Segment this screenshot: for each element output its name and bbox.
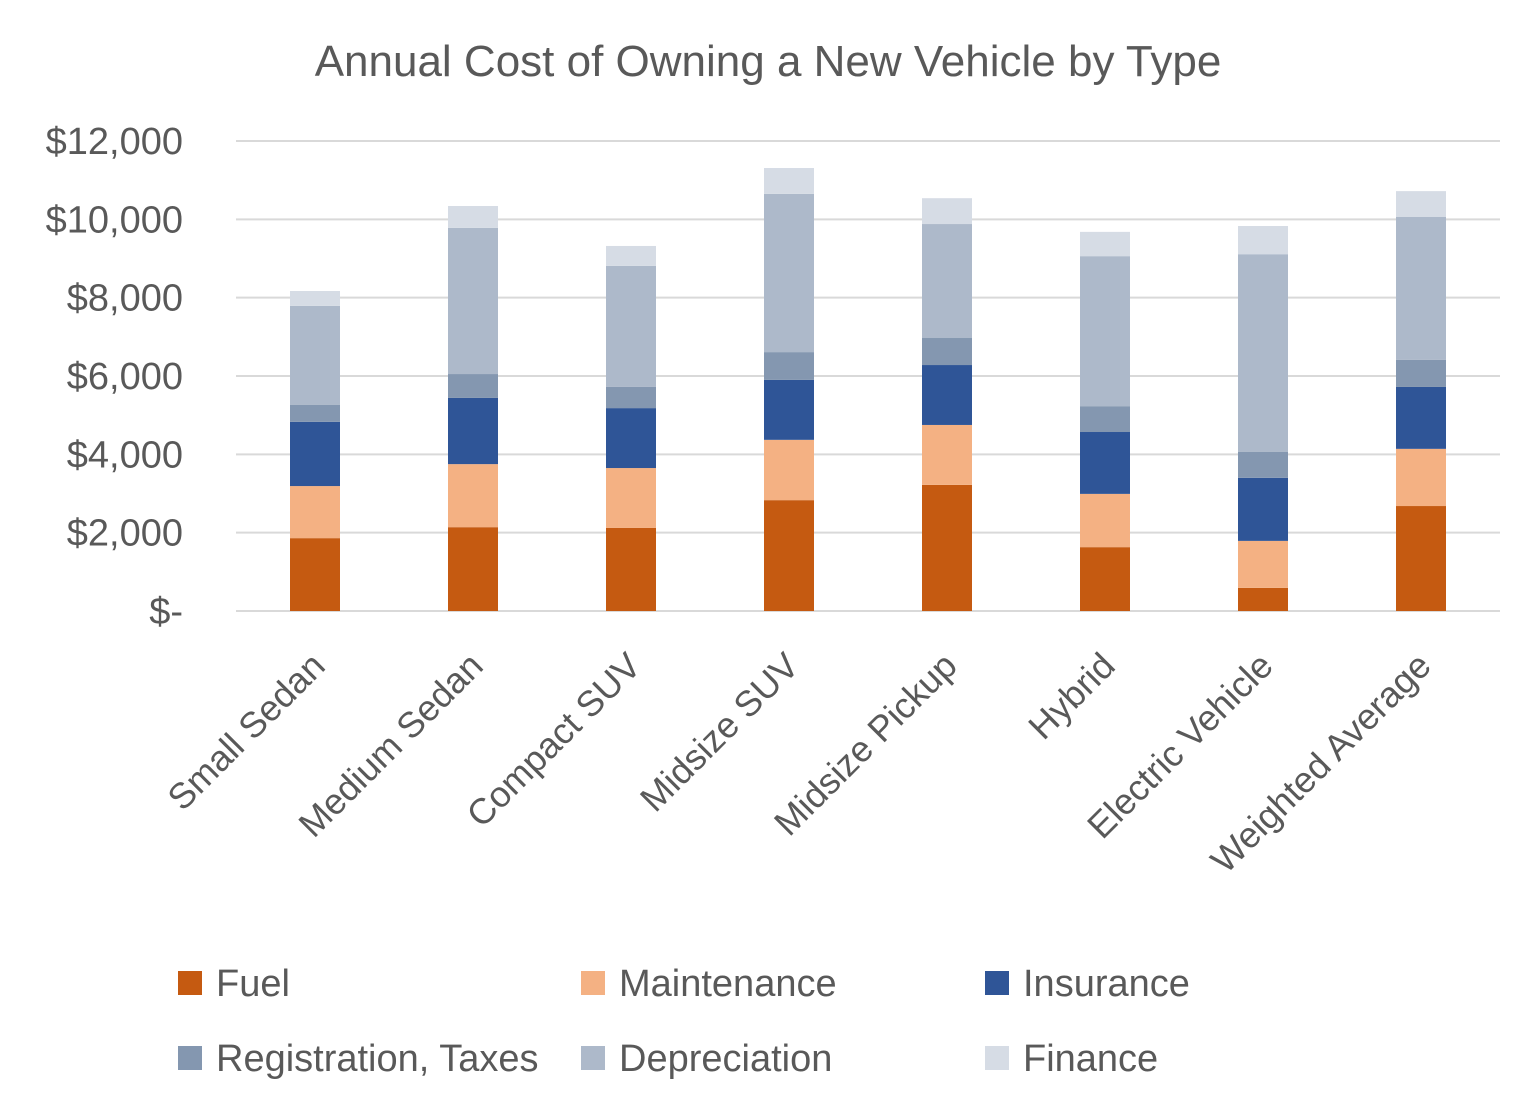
chart-title: Annual Cost of Owning a New Vehicle by T… [315,37,1222,86]
bar-segment [922,198,972,225]
bar-segment [1238,451,1288,478]
legend-label: Registration, Taxes [216,1038,538,1080]
y-tick-label: $10,000 [46,199,183,241]
y-tick-label: $- [149,591,183,633]
y-tick-label: $8,000 [67,278,183,320]
bar-segment [1238,225,1288,255]
legend-item: Fuel [178,963,290,1005]
bar-segment [1396,359,1446,387]
legend-swatch [178,1046,202,1070]
bar-segment [290,538,340,611]
bar-segment [1396,386,1446,449]
bar-segment [922,424,972,485]
bar-segment [290,404,340,422]
legend-item: Registration, Taxes [178,1038,538,1080]
bar-segment [1080,432,1130,494]
bar-segment [1080,493,1130,548]
bar-segment [448,227,498,375]
bar-segment [606,527,656,611]
bar-segment [290,305,340,405]
bar-segment [1238,477,1288,541]
bar-segment [290,291,340,306]
bar-segment [1080,406,1130,433]
bar-segment [1238,254,1288,452]
bar-segment [764,193,814,353]
y-tick-label: $4,000 [67,434,183,476]
bar-segment [290,486,340,539]
bar-segment [1080,256,1130,407]
bar-segment [1396,216,1446,360]
bar-segment [1080,547,1130,611]
bar-segment [448,464,498,528]
bar-segment [448,206,498,228]
y-tick-label: $12,000 [46,121,183,163]
bar-segment [764,352,814,380]
bar-segment [606,245,656,266]
x-tick-label: Small Sedan [159,645,332,818]
bar-segment [922,484,972,611]
bar-segment [922,365,972,425]
x-tick-label: Midsize SUV [632,645,807,820]
bar-segment [1238,587,1288,611]
bar-segment [922,338,972,366]
x-tick-label: Hybrid [1020,645,1123,748]
bar-segment [1396,506,1446,611]
bar-segment [1396,191,1446,217]
bar-segment [606,408,656,469]
bar-segment [448,397,498,465]
legend-label: Depreciation [619,1038,832,1080]
legend-swatch [985,1046,1009,1070]
bar-segment [1238,540,1288,588]
bar-segment [764,379,814,440]
legend-item: Insurance [985,963,1190,1005]
bar-segment [290,421,340,487]
legend-label: Maintenance [619,963,837,1005]
bar-segment [448,527,498,611]
y-tick-label: $2,000 [67,513,183,555]
legend-swatch [178,971,202,995]
legend-item: Finance [985,1038,1158,1080]
legend-item: Depreciation [581,1038,832,1080]
legend-label: Finance [1023,1038,1158,1080]
legend-label: Fuel [216,963,290,1005]
legend-swatch [581,1046,605,1070]
bar-segment [1396,448,1446,507]
legend-swatch [985,971,1009,995]
legend-swatch [581,971,605,995]
bar-segment [764,168,814,194]
y-tick-label: $6,000 [67,356,183,398]
bar-segment [606,265,656,387]
bar-segment [448,374,498,398]
bar-segment [606,468,656,528]
legend-label: Insurance [1023,963,1190,1005]
bar-segment [764,439,814,501]
bar-segment [922,224,972,339]
legend-item: Maintenance [581,963,837,1005]
bar-segment [606,386,656,409]
bar-segment [764,500,814,611]
bar-segment [1080,231,1130,257]
